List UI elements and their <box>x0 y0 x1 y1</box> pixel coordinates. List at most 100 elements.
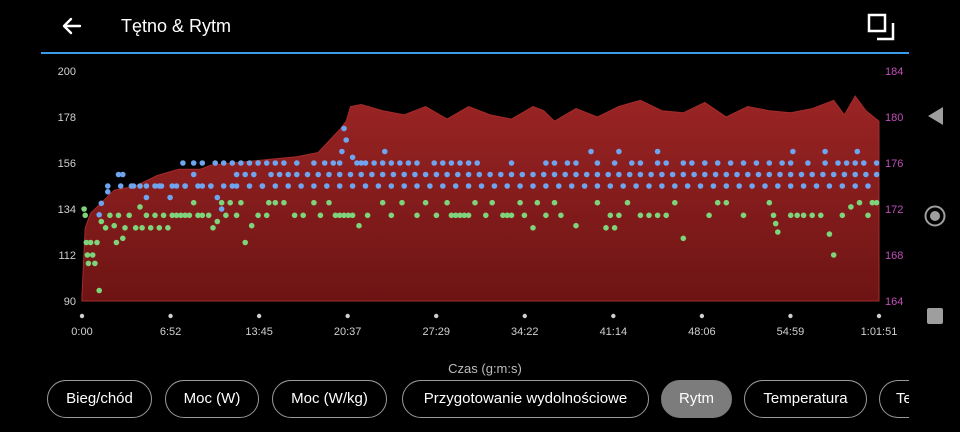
cadence-point-running <box>414 183 420 189</box>
cadence-point-running <box>540 171 547 178</box>
cadence-point-walking <box>422 199 429 206</box>
cadence-point-walking <box>818 212 824 219</box>
cadence-point-running <box>182 183 188 189</box>
cadence-point-walking <box>326 199 332 206</box>
tab-rytm[interactable]: Rytm <box>661 380 732 418</box>
cadence-point-running <box>672 183 678 189</box>
tab-bieg-chód[interactable]: Bieg/chód <box>47 380 152 418</box>
triangle-back-icon[interactable] <box>926 105 946 127</box>
tab-przygotowanie-wydolnościowe[interactable]: Przygotowanie wydolnościowe <box>402 380 649 418</box>
tab-moc-w-kg-[interactable]: Moc (W/kg) <box>272 380 387 418</box>
cadence-point-walking <box>102 225 109 231</box>
circle-home-icon[interactable] <box>923 204 947 228</box>
cadence-point-walking <box>242 239 248 246</box>
cadence-point-running <box>422 171 429 178</box>
cadence-point-walking <box>551 199 558 206</box>
cadence-point-walking <box>115 212 122 219</box>
cadence-point-running <box>588 148 594 155</box>
cadence-point-running <box>568 183 575 189</box>
x-tick-mark <box>168 313 173 319</box>
y-left-tick-label: 200 <box>58 66 76 78</box>
cadence-point-running <box>298 183 304 189</box>
cadence-point-walking <box>178 212 184 219</box>
cadence-point-walking <box>787 212 794 219</box>
cadence-point-walking <box>272 199 279 206</box>
cadence-point-running <box>478 183 485 189</box>
tab-temperatura[interactable]: Temperatura <box>744 380 867 418</box>
cadence-point-running <box>315 171 322 178</box>
cadence-point-running <box>629 160 635 166</box>
cadence-point-running <box>697 183 704 189</box>
cadence-point-running <box>787 171 794 178</box>
cadence-point-running <box>702 171 708 178</box>
cadence-point-running <box>852 160 858 166</box>
cadence-point-walking <box>706 212 712 219</box>
cadence-point-running <box>841 171 848 178</box>
system-navbar <box>910 0 960 432</box>
tab-moc-w-[interactable]: Moc (W) <box>165 380 259 418</box>
cadence-point-running <box>281 160 287 166</box>
cadence-point-running <box>212 160 218 166</box>
cadence-point-walking <box>603 225 609 231</box>
cadence-point-running <box>777 171 783 178</box>
cadence-point-walking <box>500 212 506 219</box>
cadence-point-walking <box>255 212 261 219</box>
tab-te[interactable]: Te <box>879 380 909 418</box>
x-tick-label: 13:45 <box>245 326 273 338</box>
cadence-point-walking <box>139 225 145 231</box>
cadence-point-running <box>362 183 369 189</box>
cadence-point-walking <box>81 206 87 212</box>
cadence-point-running <box>98 200 105 207</box>
cadence-point-running <box>861 160 867 166</box>
cadence-point-running <box>401 171 408 178</box>
cadence-point-running <box>388 160 395 166</box>
cadence-point-running <box>190 160 197 166</box>
y-left-tick-label: 178 <box>58 112 76 124</box>
cadence-point-running <box>349 183 356 189</box>
cadence-point-running <box>626 171 633 178</box>
y-left-tick-label: 134 <box>58 204 76 216</box>
cadence-point-running <box>491 183 498 189</box>
cadence-point-running <box>654 160 661 166</box>
cadence-point-running <box>835 160 841 166</box>
y-left-tick-label: 90 <box>64 296 76 308</box>
cadence-point-walking <box>766 199 773 206</box>
cadence-point-running <box>414 160 420 166</box>
cadence-point-walking <box>461 212 468 219</box>
cadence-point-running <box>354 160 360 166</box>
cadence-point-running <box>659 183 665 189</box>
x-tick-label: 6:52 <box>160 326 181 338</box>
cadence-point-running <box>745 171 751 178</box>
cadence-point-running <box>229 183 236 189</box>
cadence-point-walking <box>483 212 489 219</box>
cadence-point-running <box>208 183 214 189</box>
cadence-point-running <box>401 183 408 189</box>
cadence-point-running <box>474 160 481 166</box>
cadence-point-running <box>457 160 463 166</box>
cadence-point-running <box>863 171 869 178</box>
fullscreen-icon[interactable] <box>866 12 896 42</box>
cadence-point-walking <box>89 252 96 258</box>
cadence-point-walking <box>205 212 212 219</box>
cadence-point-walking <box>869 199 876 206</box>
app-bar: Tętno & Rytm <box>0 0 910 55</box>
cadence-point-walking <box>830 252 837 258</box>
x-tick-label: 1:01:51 <box>861 326 898 338</box>
cadence-point-running <box>684 183 691 189</box>
cadence-point-running <box>251 171 257 178</box>
cadence-point-walking <box>94 239 100 246</box>
cadence-point-running <box>633 183 639 189</box>
arrow-left-icon[interactable] <box>58 12 86 40</box>
cadence-point-walking <box>356 222 362 229</box>
cadence-point-walking <box>472 199 478 206</box>
cadence-point-walking <box>223 212 229 219</box>
cadence-point-walking <box>848 204 854 210</box>
x-tick-label: 20:37 <box>334 326 362 338</box>
cadence-point-running <box>195 183 201 189</box>
square-recents-icon[interactable] <box>926 307 944 325</box>
cadence-point-walking <box>199 212 206 219</box>
cadence-point-running <box>105 189 111 195</box>
cadence-point-running <box>362 160 369 166</box>
cadence-point-walking <box>465 212 472 219</box>
x-axis-label: Czas (g:m:s) <box>448 361 522 376</box>
